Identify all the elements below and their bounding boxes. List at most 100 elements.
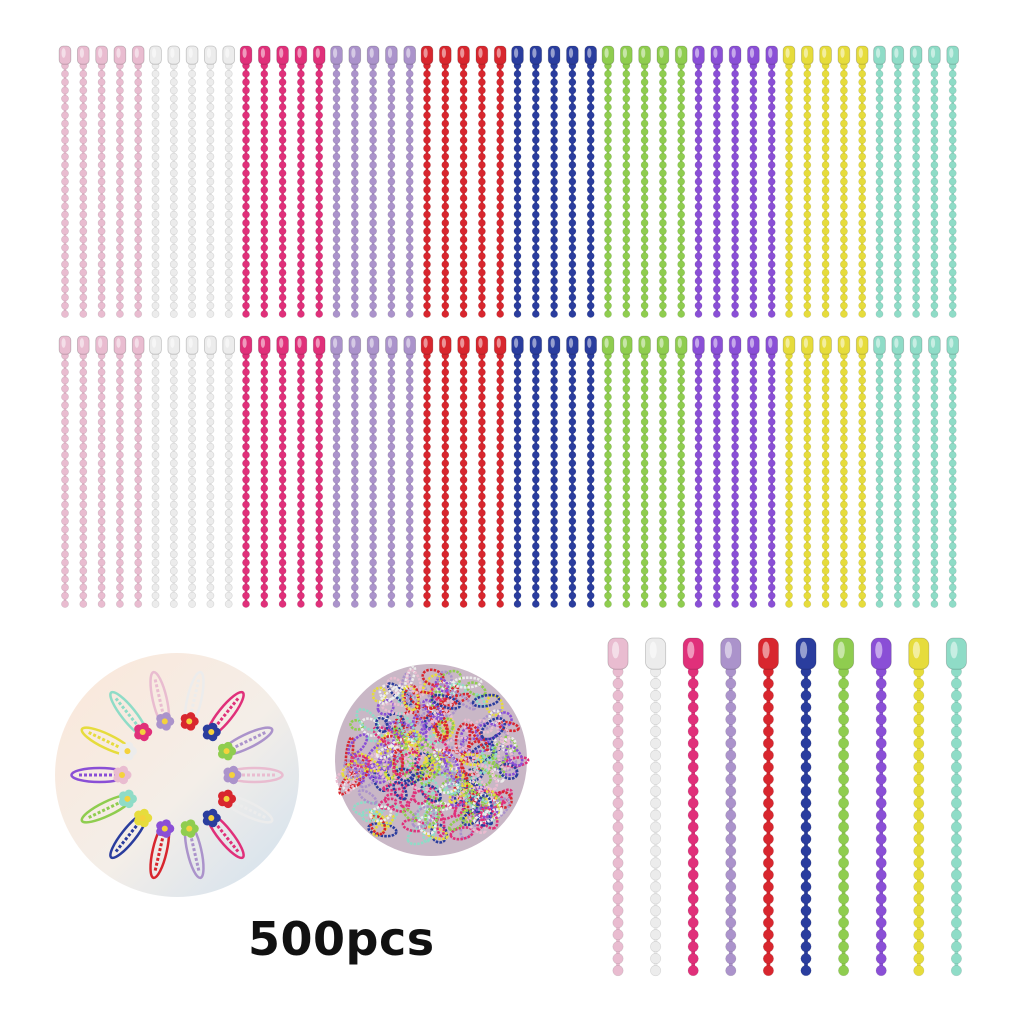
chain-row1 xyxy=(674,45,688,318)
chain-row1 xyxy=(511,45,524,318)
chain-row1 xyxy=(493,45,507,318)
chain-row1 xyxy=(385,45,398,318)
sample-chain-light-pink xyxy=(607,637,629,977)
chain-row2 xyxy=(294,335,308,608)
chain-row2 xyxy=(385,335,398,608)
chain-row1 xyxy=(149,45,162,318)
chain-row1 xyxy=(258,45,271,318)
chain-row2 xyxy=(276,335,289,608)
chain-row1 xyxy=(909,45,923,318)
chain-row2 xyxy=(366,335,380,608)
chain-row1 xyxy=(95,45,108,318)
sample-chain-hot-pink xyxy=(682,637,704,977)
quantity-label: 500pcs xyxy=(248,912,435,966)
chain-row2 xyxy=(222,335,235,608)
chain-row1 xyxy=(77,45,90,318)
chain-row2 xyxy=(330,335,343,608)
sample-chain-yellow xyxy=(908,637,930,977)
chain-row2 xyxy=(656,335,670,608)
chain-row2 xyxy=(855,335,869,608)
chain-row2 xyxy=(403,335,416,608)
chain-row1 xyxy=(439,45,452,318)
chain-row2 xyxy=(95,335,108,608)
tangled-chains-pile xyxy=(335,664,530,856)
chain-row2 xyxy=(511,335,524,608)
chain-row2 xyxy=(475,335,489,608)
chain-row2 xyxy=(909,335,923,608)
chain-row2 xyxy=(457,335,470,608)
chain-row2 xyxy=(837,335,851,608)
flower-charm-icon xyxy=(202,808,221,828)
chain-row1 xyxy=(855,45,869,318)
chain-row1 xyxy=(891,45,905,318)
chain-row2 xyxy=(873,335,886,608)
chain-row1 xyxy=(403,45,416,318)
chain-row1 xyxy=(620,45,633,318)
chain-row2 xyxy=(765,335,778,608)
flower-charm-icon xyxy=(134,722,153,742)
chain-row1 xyxy=(601,45,615,318)
chain-row2 xyxy=(747,335,760,608)
flower-charm-icon xyxy=(118,789,137,809)
chain-row1 xyxy=(475,45,489,318)
chain-row2 xyxy=(891,335,905,608)
chain-row1 xyxy=(185,45,199,318)
chain-row1 xyxy=(294,45,308,318)
chain-row2 xyxy=(113,335,127,608)
chain-row1 xyxy=(946,45,959,318)
chain-row2 xyxy=(928,335,941,608)
chain-row2 xyxy=(420,335,434,608)
chain-row2 xyxy=(239,335,253,608)
chain-row1 xyxy=(131,45,145,318)
chain-row1 xyxy=(584,45,597,318)
chain-row2 xyxy=(529,335,543,608)
flower-charm-icon xyxy=(202,722,221,742)
chain-row1 xyxy=(710,45,724,318)
flower-charm-icon xyxy=(156,712,175,731)
keychain-circle xyxy=(55,653,299,897)
chain-row2 xyxy=(258,335,271,608)
chain-row1 xyxy=(873,45,886,318)
flower-charm-icon xyxy=(218,789,237,809)
chain-row1 xyxy=(747,45,760,318)
sample-chain-mint xyxy=(945,637,967,977)
chain-row1 xyxy=(58,45,72,318)
flower-charm-icon xyxy=(156,819,175,838)
chain-row2 xyxy=(439,335,452,608)
chain-row2 xyxy=(674,335,688,608)
flower-charm-icon xyxy=(118,741,137,761)
flower-charm-icon xyxy=(134,808,153,828)
flower-charm-icon xyxy=(113,765,132,785)
chain-row2 xyxy=(946,335,959,608)
chain-row2 xyxy=(547,335,561,608)
flower-charm-icon xyxy=(180,712,199,731)
chain-row2 xyxy=(638,335,651,608)
sample-chain-lavender xyxy=(720,637,742,977)
chain-row1 xyxy=(801,45,814,318)
chain-row2 xyxy=(204,335,217,608)
chain-row1 xyxy=(312,45,326,318)
chain-row1 xyxy=(728,45,742,318)
chain-row1 xyxy=(566,45,579,318)
chain-row1 xyxy=(348,45,362,318)
chain-row1 xyxy=(204,45,217,318)
chain-row2 xyxy=(348,335,362,608)
chain-row1 xyxy=(222,45,235,318)
sample-chain-red xyxy=(757,637,779,977)
chain-row1 xyxy=(638,45,651,318)
chain-row1 xyxy=(239,45,253,318)
chain-row1 xyxy=(782,45,796,318)
chain-row2 xyxy=(58,335,72,608)
chain-row1 xyxy=(692,45,705,318)
sample-chain-lime-green xyxy=(833,637,855,977)
chain-row1 xyxy=(656,45,670,318)
chain-row1 xyxy=(547,45,561,318)
chain-row1 xyxy=(366,45,380,318)
chain-row2 xyxy=(77,335,90,608)
chain-row2 xyxy=(493,335,507,608)
chain-row2 xyxy=(782,335,796,608)
chain-row1 xyxy=(765,45,778,318)
chain-row2 xyxy=(149,335,162,608)
chain-row1 xyxy=(276,45,289,318)
